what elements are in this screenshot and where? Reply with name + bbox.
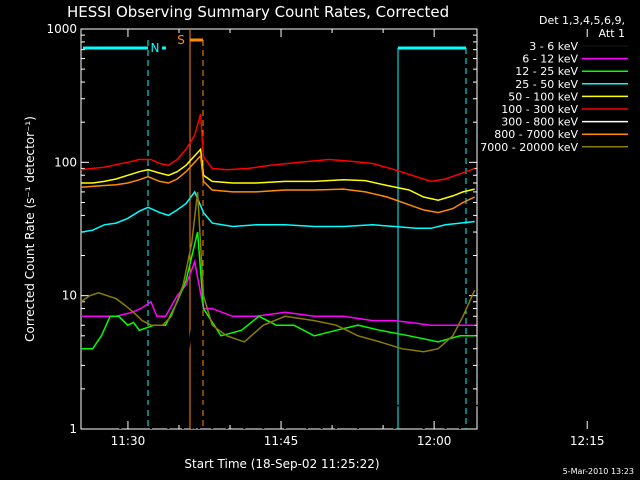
x-tick-label: 11:45 [264,434,299,448]
y-tick-label: 1 [69,422,77,436]
legend-label: 3 - 6 keV [529,40,578,53]
night-annotation: N [151,41,160,55]
y-axis-label: Corrected Count Rate (s⁻¹ detector⁻¹) [23,116,37,342]
y-tick-label: 1000 [46,22,77,36]
series-line [80,113,475,183]
legend-label: 300 - 800 keV [501,116,578,129]
legend-label: 25 - 50 keV [515,78,578,91]
legend-label: 800 - 7000 keV [494,128,578,141]
y-tick-label: 10 [62,289,77,303]
legend-label: 12 - 25 keV [515,65,578,78]
legend-label: 100 - 300 keV [501,103,578,116]
series-line [120,285,519,407]
x-axis-label: Start Time (18-Sep-02 11:25:22) [184,457,379,471]
x-tick-label: 11:30 [111,434,146,448]
series-line [81,258,475,326]
legend-label: 6 - 12 keV [522,53,578,66]
legend-label: 50 - 100 keV [508,90,578,103]
legend-header-line-2: Att 1 [599,27,625,40]
chart-title: HESSI Observing Summary Count Rates, Cor… [67,3,449,21]
x-tick-label: 12:00 [417,434,452,448]
x-tick-label: 12:15 [570,434,605,448]
series-line [80,154,476,214]
series-line [81,147,475,201]
plot-frame [80,28,478,430]
legend-label: 7000 - 20000 keV [480,141,578,154]
footer-date: 5-Mar-2010 13:23 [563,467,634,476]
series-line [81,231,475,350]
series-line [80,191,476,353]
series-line [80,190,475,233]
saa-annotation: S [177,33,185,47]
legend-header-line-1: Det 1,3,4,5,6,9, [539,14,625,27]
y-tick-label: 100 [54,155,77,169]
